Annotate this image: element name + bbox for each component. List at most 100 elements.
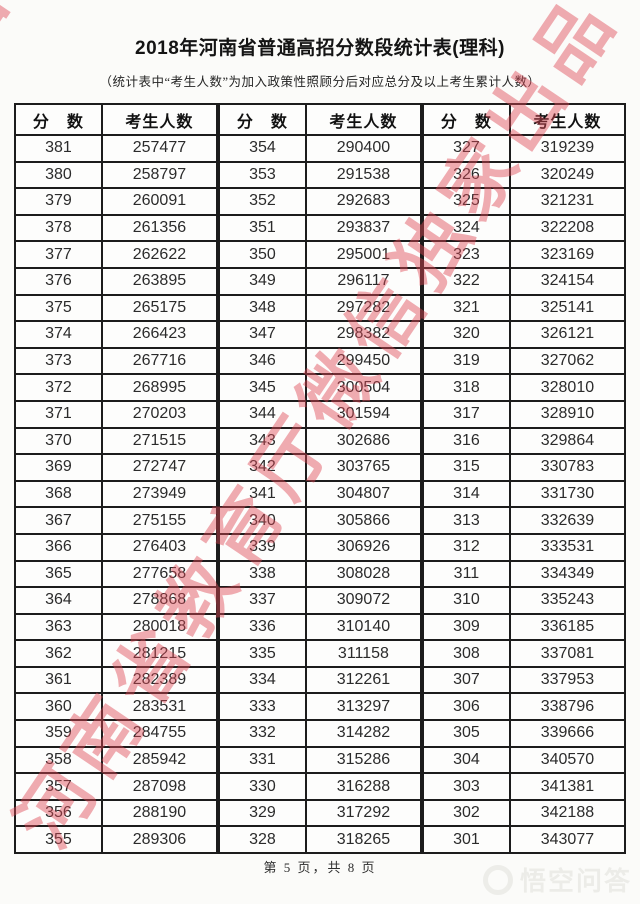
score-table-1: 分 数 考生人数 381 257477 380 258797 379 260091 378 2… bbox=[14, 103, 219, 855]
score-cell: 352 bbox=[218, 187, 307, 216]
count-cell: 273949 bbox=[100, 479, 219, 509]
table-row: 362 281215 bbox=[14, 639, 219, 668]
count-cell: 258797 bbox=[100, 160, 219, 190]
score-cell: 325 bbox=[422, 187, 511, 216]
score-cell: 373 bbox=[14, 346, 103, 376]
score-cell: 326 bbox=[422, 160, 511, 190]
table-header-row: 分 数 考生人数 bbox=[14, 103, 219, 136]
score-cell: 370 bbox=[14, 426, 103, 456]
table-row: 344 301594 bbox=[218, 399, 423, 429]
count-cell: 285942 bbox=[100, 745, 219, 775]
score-cell: 317 bbox=[422, 399, 511, 429]
score-cell: 333 bbox=[218, 692, 307, 722]
count-cell: 275155 bbox=[100, 506, 219, 535]
table-row: 354 290400 bbox=[218, 134, 423, 163]
score-cell: 307 bbox=[422, 665, 511, 695]
count-cell: 301594 bbox=[304, 399, 423, 429]
score-cell: 379 bbox=[14, 187, 103, 216]
count-cell: 277658 bbox=[100, 559, 219, 589]
score-cell: 372 bbox=[14, 373, 103, 402]
score-cell: 308 bbox=[422, 639, 511, 668]
table-row: 380 258797 bbox=[14, 160, 219, 190]
count-cell: 330783 bbox=[508, 453, 627, 482]
count-cell: 340570 bbox=[508, 745, 627, 775]
score-cell: 375 bbox=[14, 293, 103, 323]
table-row: 351 293837 bbox=[218, 213, 423, 243]
score-cell: 365 bbox=[14, 559, 103, 589]
score-cell: 330 bbox=[218, 772, 307, 801]
count-cell: 262622 bbox=[100, 240, 219, 269]
table-row: 328 318265 bbox=[218, 825, 423, 855]
count-cell: 312261 bbox=[304, 665, 423, 695]
count-cell: 339666 bbox=[508, 719, 627, 748]
count-cell: 282389 bbox=[100, 665, 219, 695]
score-cell: 344 bbox=[218, 399, 307, 429]
score-cell: 378 bbox=[14, 213, 103, 243]
score-cell: 341 bbox=[218, 479, 307, 509]
score-cell: 316 bbox=[422, 426, 511, 456]
table-row: 332 314282 bbox=[218, 719, 423, 748]
table-row: 365 277658 bbox=[14, 559, 219, 589]
table-row: 304 340570 bbox=[422, 745, 627, 775]
count-cell: 303765 bbox=[304, 453, 423, 482]
count-cell: 343077 bbox=[508, 825, 627, 855]
table-row: 347 298382 bbox=[218, 320, 423, 349]
table-row: 342 303765 bbox=[218, 453, 423, 482]
table-row: 321 325141 bbox=[422, 293, 627, 323]
score-column-header: 分 数 bbox=[218, 103, 307, 136]
count-cell: 260091 bbox=[100, 187, 219, 216]
table-row: 358 285942 bbox=[14, 745, 219, 775]
table-row: 320 326121 bbox=[422, 320, 627, 349]
score-cell: 366 bbox=[14, 532, 103, 562]
table-row: 379 260091 bbox=[14, 187, 219, 216]
count-cell: 304807 bbox=[304, 479, 423, 509]
score-cell: 362 bbox=[14, 639, 103, 668]
score-cell: 319 bbox=[422, 346, 511, 376]
count-cell: 271515 bbox=[100, 426, 219, 456]
score-cell: 369 bbox=[14, 453, 103, 482]
score-cell: 327 bbox=[422, 134, 511, 163]
table-row: 329 317292 bbox=[218, 798, 423, 828]
table-row: 361 282389 bbox=[14, 665, 219, 695]
score-cell: 376 bbox=[14, 266, 103, 296]
count-cell: 333531 bbox=[508, 532, 627, 562]
score-cell: 336 bbox=[218, 612, 307, 642]
count-cell: 291538 bbox=[304, 160, 423, 190]
count-cell: 322208 bbox=[508, 213, 627, 243]
score-column-header: 分 数 bbox=[14, 103, 103, 136]
count-cell: 272747 bbox=[100, 453, 219, 482]
score-cell: 315 bbox=[422, 453, 511, 482]
count-cell: 268995 bbox=[100, 373, 219, 402]
table-row: 327 319239 bbox=[422, 134, 627, 163]
score-cell: 364 bbox=[14, 586, 103, 615]
count-cell: 314282 bbox=[304, 719, 423, 748]
score-cell: 345 bbox=[218, 373, 307, 402]
score-cell: 324 bbox=[422, 213, 511, 243]
table-row: 337 309072 bbox=[218, 586, 423, 615]
score-cell: 360 bbox=[14, 692, 103, 722]
score-cell: 310 bbox=[422, 586, 511, 615]
count-cell: 328910 bbox=[508, 399, 627, 429]
count-cell: 338796 bbox=[508, 692, 627, 722]
table-row: 349 296117 bbox=[218, 266, 423, 296]
count-cell: 332639 bbox=[508, 506, 627, 535]
score-cell: 302 bbox=[422, 798, 511, 828]
table-row: 377 262622 bbox=[14, 240, 219, 269]
table-row: 315 330783 bbox=[422, 453, 627, 482]
count-cell: 300504 bbox=[304, 373, 423, 402]
table-row: 333 313297 bbox=[218, 692, 423, 722]
table-row: 375 265175 bbox=[14, 293, 219, 323]
table-row: 353 291538 bbox=[218, 160, 423, 190]
score-cell: 323 bbox=[422, 240, 511, 269]
score-cell: 335 bbox=[218, 639, 307, 668]
table-row: 366 276403 bbox=[14, 532, 219, 562]
count-cell: 335243 bbox=[508, 586, 627, 615]
table-row: 356 288190 bbox=[14, 798, 219, 828]
table-row: 319 327062 bbox=[422, 346, 627, 376]
score-cell: 371 bbox=[14, 399, 103, 429]
count-cell: 337953 bbox=[508, 665, 627, 695]
footer-page-number: 第 5 页，共 8 页 bbox=[263, 860, 377, 875]
score-cell: 347 bbox=[218, 320, 307, 349]
score-cell: 303 bbox=[422, 772, 511, 801]
count-cell: 315286 bbox=[304, 745, 423, 775]
